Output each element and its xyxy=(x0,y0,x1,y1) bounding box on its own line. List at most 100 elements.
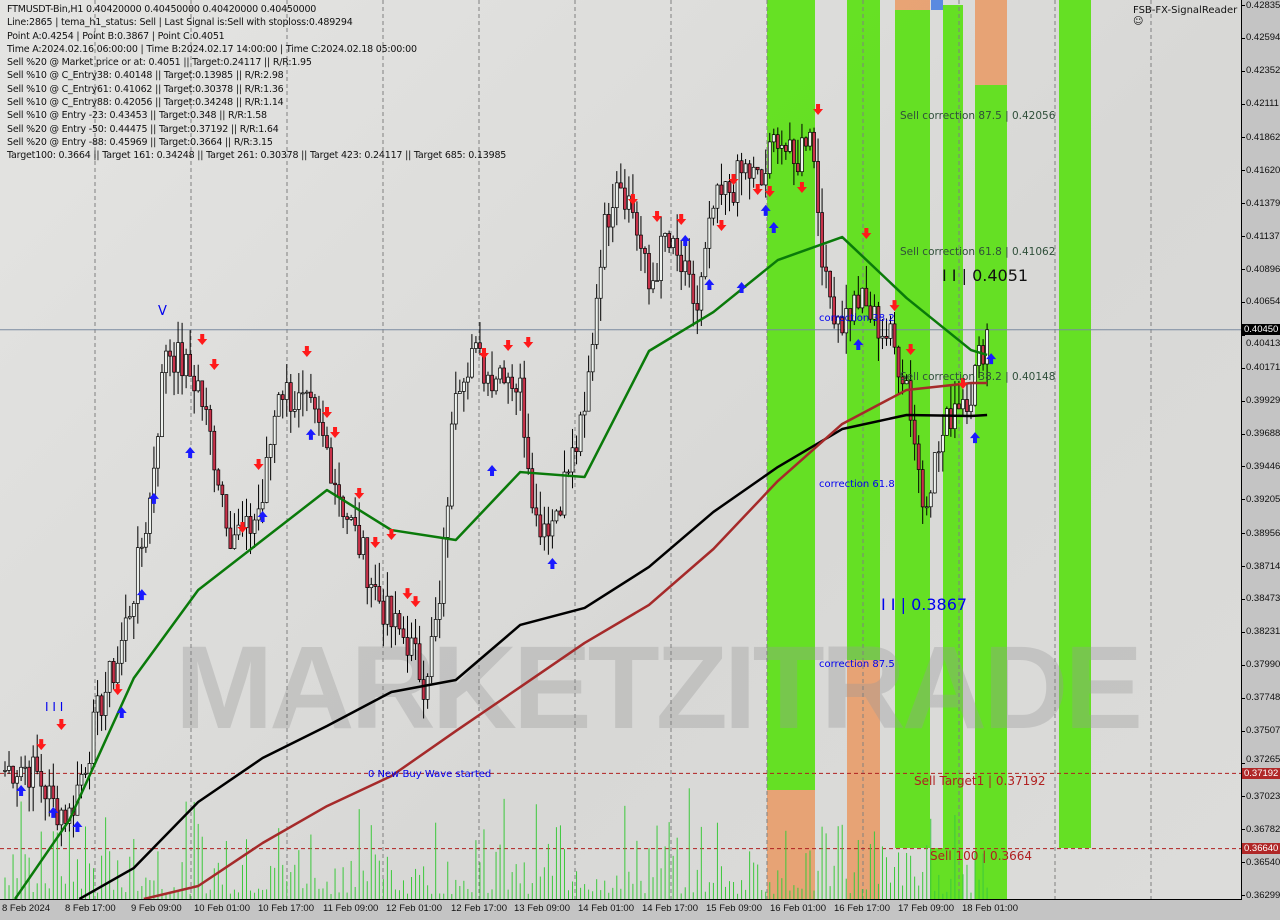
candle-body xyxy=(828,270,832,298)
indicator-name-text: FSB-FX-SignalReader xyxy=(1133,5,1238,16)
candle-body xyxy=(969,404,973,412)
buy-arrow-icon xyxy=(148,492,159,504)
buy-arrow-icon xyxy=(257,511,268,523)
wave-v-label: V xyxy=(158,304,167,319)
candle-body xyxy=(445,505,450,538)
price-tick-label: 0.41620 xyxy=(1246,164,1280,176)
time-tick-label: 13 Feb 09:00 xyxy=(514,903,570,914)
sell-arrow-icon xyxy=(716,220,727,232)
sell-arrow-icon xyxy=(56,719,67,731)
candle-body xyxy=(131,603,136,617)
price-tick xyxy=(1241,367,1245,369)
candle-body xyxy=(671,238,676,248)
price-tick-label: 0.36540 xyxy=(1246,857,1280,869)
candle-body xyxy=(699,276,704,311)
candle-body xyxy=(401,628,406,638)
candle-body xyxy=(566,471,571,474)
candle-body xyxy=(872,306,877,320)
candle-body xyxy=(421,679,426,700)
candle-body xyxy=(949,408,953,430)
buy-arrow-icon xyxy=(72,820,83,832)
candle-body xyxy=(119,640,124,664)
candle-body xyxy=(840,316,845,334)
candle-body xyxy=(99,695,104,716)
candle-body xyxy=(598,266,603,299)
candle-body xyxy=(739,160,744,174)
info-line: Time A:2024.02.16 06:00:00 | Time B:2024… xyxy=(7,43,417,55)
candle-body xyxy=(79,773,84,786)
candle-body xyxy=(449,423,454,507)
candle-body xyxy=(735,160,740,203)
symbol-ohlc: FTMUSDT-Bin,H1 0.40420000 0.40450000 0.4… xyxy=(7,4,317,15)
sell-arrow-icon xyxy=(197,333,208,345)
candle-body xyxy=(478,342,482,349)
candle-body xyxy=(256,508,261,521)
sell-arrow-icon xyxy=(752,184,763,196)
candle-body xyxy=(381,600,386,625)
price-tick-label: 0.37265 xyxy=(1246,753,1280,765)
candle-body xyxy=(767,141,772,174)
price-tick xyxy=(1241,433,1245,435)
candle-body xyxy=(868,305,873,320)
candle-body xyxy=(518,377,523,393)
candle-body xyxy=(19,766,23,778)
price-tick xyxy=(1241,499,1245,501)
candle-body xyxy=(176,342,180,373)
candle-body xyxy=(731,192,736,203)
candle-body xyxy=(944,408,949,436)
candle-body xyxy=(148,497,152,534)
candle-body xyxy=(804,137,808,147)
time-tick-label: 11 Feb 09:00 xyxy=(323,903,379,914)
sell-arrow-icon xyxy=(813,103,824,115)
candle-body xyxy=(466,376,470,383)
candle-body xyxy=(538,514,543,538)
candle-body xyxy=(192,375,197,392)
price-tick xyxy=(1241,103,1245,105)
candle-body xyxy=(365,537,370,589)
candle-body xyxy=(216,469,221,486)
candle-body xyxy=(405,637,410,656)
candle-body xyxy=(31,756,36,788)
signal-zone xyxy=(975,0,1007,85)
chart-plot-area[interactable]: MARKETZITRADE FTMUSDT-Bin,H1 0.40420000 … xyxy=(0,0,1242,900)
candle-body xyxy=(490,374,494,392)
sell-arrow-icon xyxy=(36,739,47,751)
candle-body xyxy=(156,436,160,469)
candle-body xyxy=(325,435,329,449)
indicator-name: FSB-FX-SignalReader ☺ xyxy=(1133,5,1241,27)
sell-correction-87-label: Sell correction 87.5 | 0.42056 xyxy=(900,110,1056,122)
price-tick xyxy=(1241,566,1245,568)
candle-body xyxy=(172,355,176,373)
candle-body xyxy=(635,212,639,236)
candle-body xyxy=(184,353,188,377)
candle-body xyxy=(747,163,752,179)
price-tick-label: 0.40896 xyxy=(1246,263,1280,275)
candle-body xyxy=(908,380,913,421)
time-tick-label: 12 Feb 17:00 xyxy=(451,903,507,914)
moving-average-fast xyxy=(13,235,988,899)
signal-zone xyxy=(943,5,963,899)
price-chart: MARKETZITRADE xyxy=(0,0,1241,899)
candle-body xyxy=(441,537,446,604)
time-tick-label: 14 Feb 01:00 xyxy=(578,903,634,914)
price-tick xyxy=(1241,664,1245,666)
candle-body xyxy=(111,661,116,684)
candle-body xyxy=(27,766,31,788)
candle-body xyxy=(880,335,885,339)
sell-arrow-icon xyxy=(402,588,413,600)
price-tick xyxy=(1241,533,1245,535)
candle-body xyxy=(554,510,559,522)
price-tick-label: 0.36299 xyxy=(1246,889,1280,901)
signal-zone xyxy=(767,790,815,899)
candle-body xyxy=(578,414,583,453)
candle-body xyxy=(236,524,241,536)
candle-body xyxy=(683,260,688,273)
candle-body xyxy=(675,238,680,256)
candle-body xyxy=(329,447,333,484)
candle-body xyxy=(546,523,551,537)
candle-body xyxy=(892,323,897,348)
signal-zone xyxy=(895,10,930,848)
candle-body xyxy=(510,376,514,389)
price-tick-label: 0.42835 xyxy=(1246,0,1280,11)
candle-body xyxy=(530,468,535,509)
